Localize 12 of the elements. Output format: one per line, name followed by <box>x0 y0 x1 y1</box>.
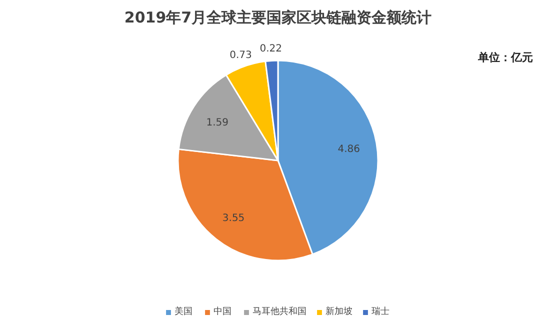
data-label: 0.22 <box>260 44 282 55</box>
data-label: 1.59 <box>206 118 228 129</box>
legend-label: 美国 <box>174 306 194 318</box>
data-label: 0.73 <box>230 50 252 61</box>
data-label: 3.55 <box>222 213 245 224</box>
legend-label: 中国 <box>214 306 232 318</box>
legend-label: 马耳他共和国 <box>252 306 306 318</box>
text: 单位：亿元 <box>477 51 533 64</box>
legend-label: 新加坡 <box>326 306 352 318</box>
legend-label: 瑞士 <box>372 306 390 318</box>
data-label: 4.86 <box>338 144 360 155</box>
chart-title: 2019年7月全球主要国家区块链融资金额统计 <box>124 8 432 26</box>
